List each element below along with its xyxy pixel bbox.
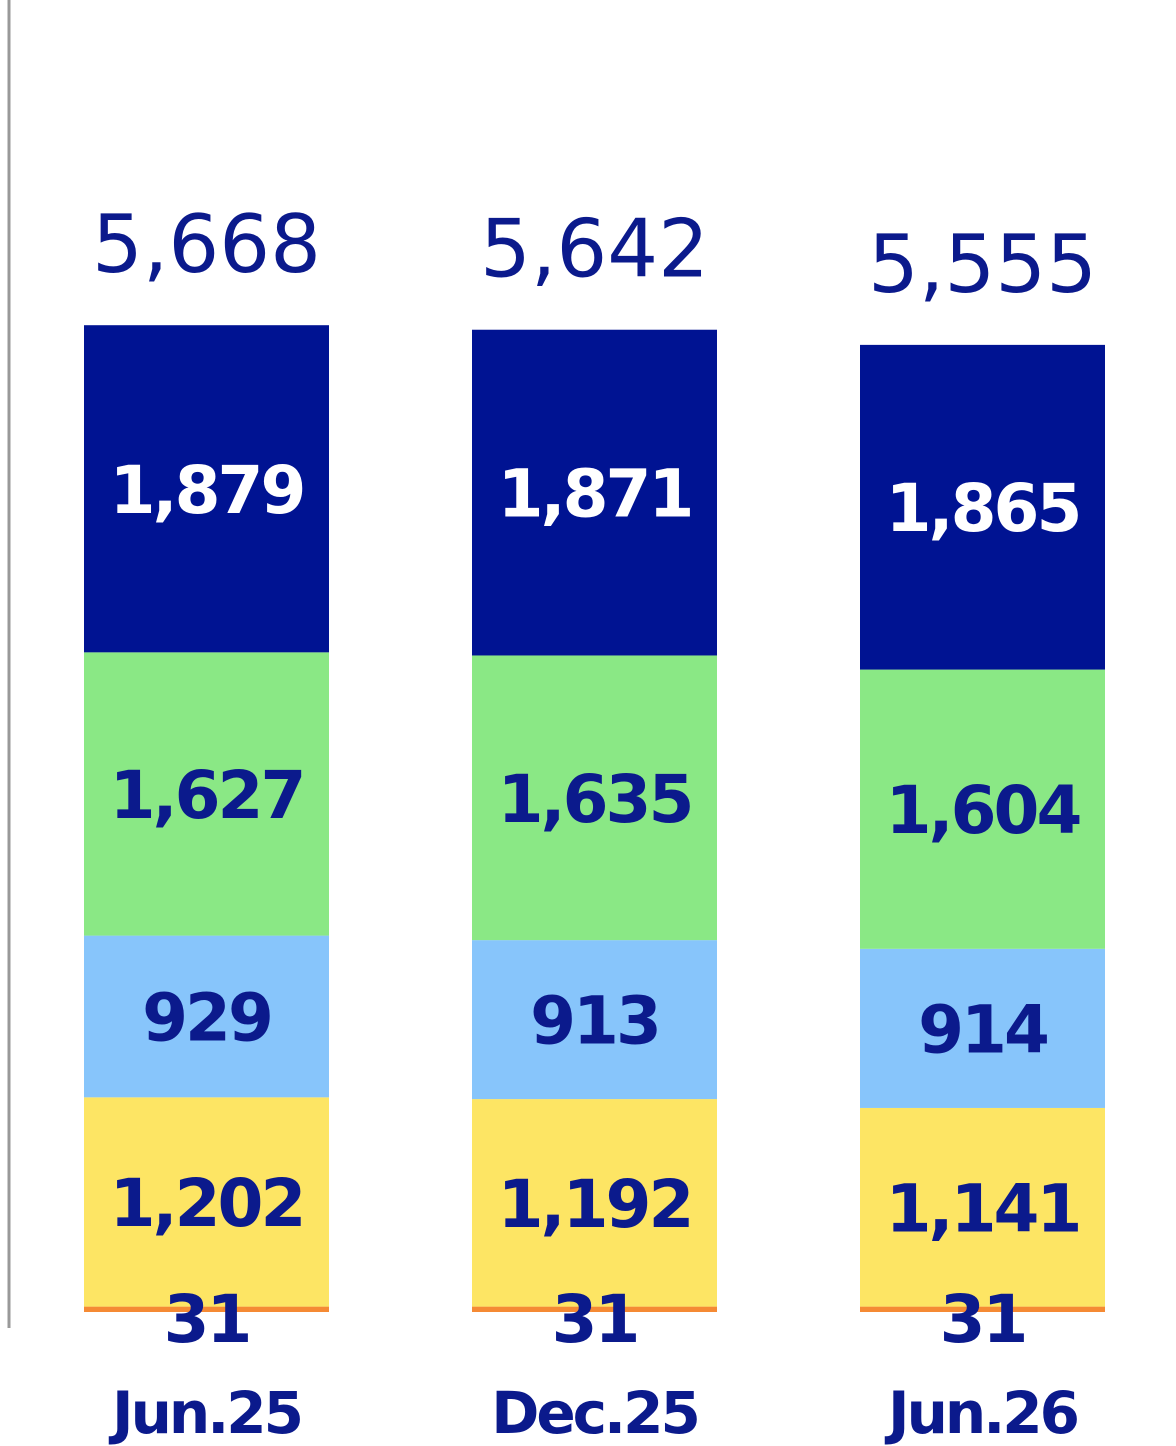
value-label-navy-2: 1,871: [498, 456, 692, 533]
category-label-2: Dec.25: [491, 1379, 698, 1446]
value-label-other-1: 31: [164, 1281, 250, 1358]
total-label-3: 5,555: [868, 218, 1097, 311]
bar-segment-other-1: [84, 1306, 329, 1312]
value-label-navy-1: 1,879: [110, 452, 304, 529]
value-label-lightblue-1: 929: [142, 979, 271, 1056]
bar-segment-yellow-2: [472, 1099, 717, 1307]
value-label-other-3: 31: [940, 1281, 1026, 1358]
bar-segment-green-2: [472, 655, 717, 941]
bar-segment-lightblue-3: [860, 948, 1105, 1108]
value-label-lightblue-2: 913: [530, 983, 659, 1060]
total-label-2: 5,642: [480, 203, 709, 296]
bar-segment-green-3: [860, 669, 1105, 949]
bar-segment-navy-1: [84, 325, 329, 653]
category-label-1: Jun.25: [108, 1379, 301, 1446]
value-label-green-1: 1,627: [110, 757, 304, 834]
value-label-green-3: 1,604: [886, 772, 1080, 849]
bar-segment-green-1: [84, 652, 329, 936]
value-label-lightblue-3: 914: [918, 991, 1047, 1068]
category-label-3: Jun.26: [884, 1379, 1078, 1446]
value-label-green-2: 1,635: [498, 761, 692, 838]
bar-segment-lightblue-2: [472, 940, 717, 1100]
bar-segment-other-2: [472, 1306, 717, 1312]
bar-segment-navy-3: [860, 344, 1105, 670]
bar-segment-lightblue-1: [84, 935, 329, 1098]
bar-segment-yellow-1: [84, 1097, 329, 1307]
value-label-other-2: 31: [552, 1281, 638, 1358]
total-label-1: 5,668: [92, 198, 321, 291]
bar-segment-yellow-3: [860, 1107, 1105, 1307]
value-label-yellow-3: 1,141: [886, 1170, 1080, 1247]
value-label-yellow-2: 1,192: [498, 1166, 692, 1243]
value-label-navy-3: 1,865: [886, 470, 1080, 547]
value-label-yellow-1: 1,202: [110, 1165, 304, 1242]
bars-layer: [84, 325, 1105, 1312]
bar-segment-other-3: [860, 1306, 1105, 1312]
labels-layer: 31 1,202 929 1,627 1,879 5,668 Jun.25 31 1,192 91…: [92, 198, 1097, 1446]
bar-segment-navy-2: [472, 329, 717, 656]
